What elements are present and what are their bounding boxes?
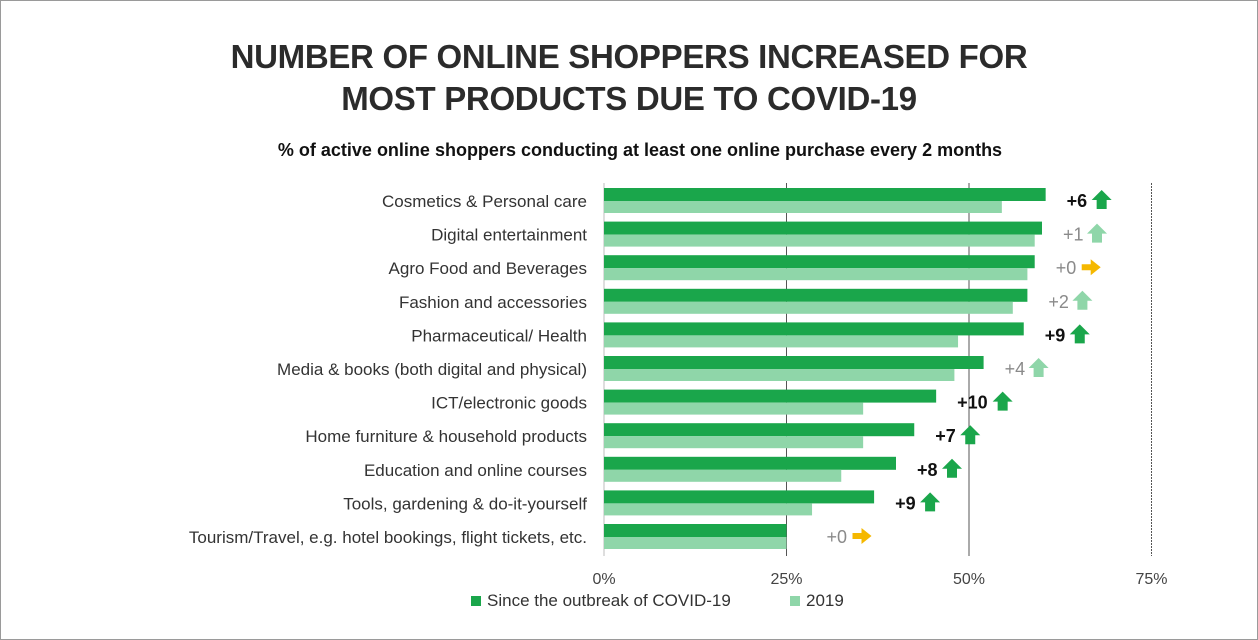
legend: Since the outbreak of COVID-19 2019 [471, 591, 844, 610]
chart-subtitle: % of active online shoppers conducting a… [277, 140, 1003, 160]
bar-covid [604, 524, 787, 537]
delta-label: +6 [1067, 191, 1088, 211]
bar-2019 [604, 301, 1013, 314]
bar-2019 [604, 369, 955, 381]
category-label: Media & books (both digital and physical… [277, 360, 587, 379]
legend-swatch-covid [471, 596, 481, 606]
category-label: Home furniture & household products [305, 427, 587, 446]
bar-2019 [604, 436, 864, 449]
category-label: Cosmetics & Personal care [382, 192, 587, 211]
bar-covid [604, 456, 896, 470]
category-label: Fashion and accessories [399, 293, 587, 312]
category-label: ICT/electronic goods [431, 394, 587, 413]
arrow-right-icon [1081, 259, 1101, 276]
category-label: Tourism/Travel, e.g. hotel bookings, fli… [189, 528, 587, 547]
legend-swatch-2019 [790, 596, 800, 606]
x-tick-label: 0% [592, 571, 615, 588]
x-tick-labels: 0% 25% 50% 75% [592, 571, 1167, 588]
arrow-up-icon [1087, 223, 1107, 243]
category-label: Digital entertainment [431, 226, 587, 245]
category-labels: Cosmetics & Personal care Digital enterta… [189, 192, 587, 547]
category-label: Education and online courses [364, 461, 587, 480]
arrow-up-icon [920, 492, 941, 512]
category-label: Agro Food and Beverages [389, 259, 587, 278]
delta-label: +2 [1048, 292, 1069, 312]
x-tick-label: 25% [770, 571, 802, 588]
arrow-up-icon [1028, 358, 1049, 377]
delta-labels: +6+1+0+2+9+4+10+7+8+9+0 [827, 190, 1112, 547]
bar-2019 [604, 201, 1002, 213]
delta-label: +7 [935, 426, 956, 446]
chart-title-line-1: NUMBER OF ONLINE SHOPPERS INCREASED FOR [230, 38, 1028, 75]
delta-label: +0 [1056, 258, 1077, 278]
bar-covid [604, 356, 984, 369]
bar-2019 [604, 335, 959, 348]
chart-title: NUMBER OF ONLINE SHOPPERS INCREASED FOR … [0, 36, 1258, 120]
bar-covid [604, 389, 937, 403]
bar-covid [604, 221, 1042, 235]
category-label: Tools, gardening & do-it-yourself [343, 494, 587, 513]
bars [604, 188, 1046, 549]
delta-label: +8 [917, 460, 938, 480]
bar-covid [604, 322, 1024, 336]
arrow-up-icon [942, 458, 962, 478]
delta-label: +4 [1005, 359, 1026, 379]
bar-covid [604, 255, 1035, 269]
legend-label-2019: 2019 [806, 591, 844, 610]
bar-2019 [604, 537, 787, 549]
arrow-up-icon [1072, 290, 1093, 310]
legend-label-covid: Since the outbreak of COVID-19 [487, 591, 731, 610]
arrow-up-icon [1091, 190, 1112, 209]
delta-label: +9 [1045, 325, 1066, 345]
delta-label: +0 [827, 527, 848, 547]
bar-covid [604, 288, 1028, 302]
bar-2019 [604, 469, 842, 482]
chart-title-line-2: MOST PRODUCTS DUE TO COVID-19 [341, 80, 917, 117]
arrow-up-icon [992, 391, 1013, 411]
bar-covid [604, 423, 915, 437]
x-tick-label: 75% [1135, 571, 1167, 588]
category-label: Pharmaceutical/ Health [411, 326, 587, 345]
bar-2019 [604, 503, 813, 516]
arrow-up-icon [960, 425, 981, 445]
arrow-right-icon [852, 528, 872, 544]
delta-label: +9 [895, 493, 916, 513]
bar-covid [604, 188, 1046, 201]
bar-2019 [604, 268, 1028, 281]
delta-label: +10 [957, 393, 988, 413]
bar-2019 [604, 402, 864, 415]
bar-2019 [604, 234, 1035, 247]
x-tick-label: 50% [953, 571, 985, 588]
bar-covid [604, 490, 875, 504]
delta-label: +1 [1063, 225, 1084, 245]
arrow-up-icon [1069, 324, 1090, 344]
